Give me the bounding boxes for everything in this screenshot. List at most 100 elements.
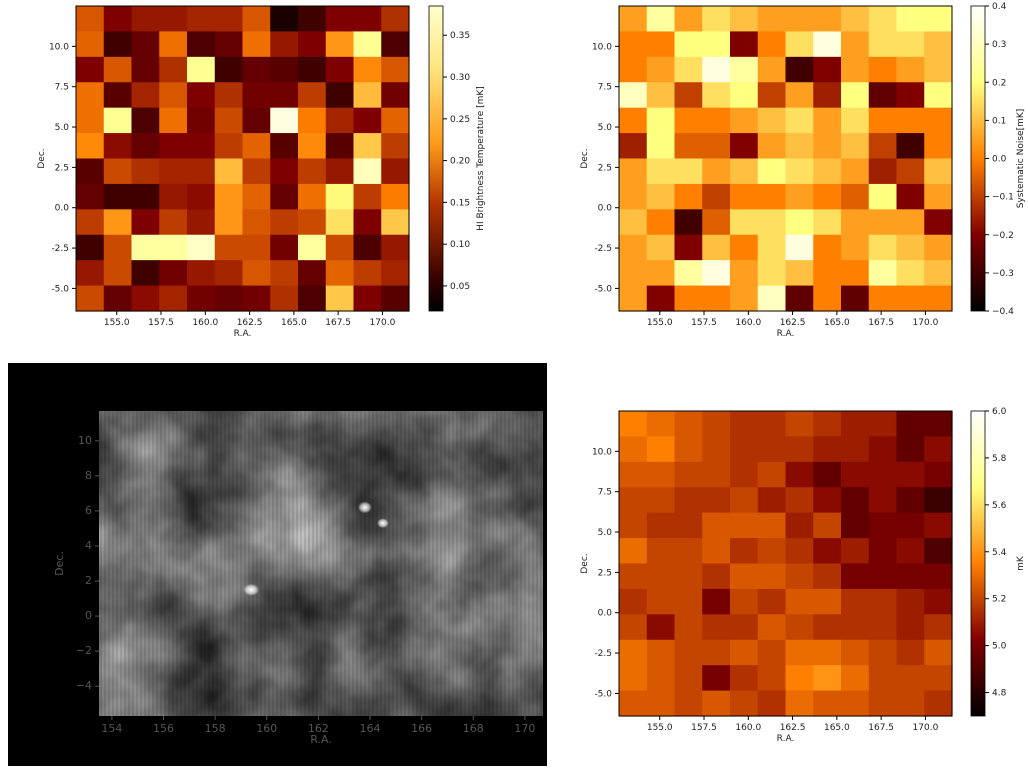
heatmap-cell [702, 512, 731, 539]
heatmap-cell [298, 260, 327, 287]
heatmap-cell [619, 183, 648, 210]
heatmap-cell [785, 538, 814, 565]
heatmap-cell [896, 487, 925, 514]
colorbar-label: HI Brightness Temperature [mK] [476, 86, 486, 231]
colorbar-tick-label: 0.05 [450, 282, 470, 292]
heatmap-cell [757, 6, 787, 33]
x-tick-label: 170.0 [913, 723, 939, 733]
heatmap-cell [813, 82, 842, 109]
heatmap-cell [325, 6, 355, 33]
x-tick-label: 167.5 [325, 318, 351, 328]
heatmap-cell [924, 588, 953, 615]
heatmap-cell [674, 538, 703, 565]
heatmap-cell [381, 107, 410, 134]
heatmap-cell [159, 260, 188, 287]
heatmap-cell [131, 133, 160, 160]
x-tick-label: 155.0 [104, 318, 130, 328]
heatmap-cell [353, 82, 382, 109]
heatmap-cell [730, 639, 759, 666]
colorbar-tick-label: −0.1 [992, 193, 1014, 203]
heatmap-cell [896, 6, 925, 33]
y-tick-label: 10.0 [592, 42, 612, 52]
heatmap-cell [785, 234, 814, 261]
heatmap-cell [896, 260, 925, 287]
heatmap-cell [868, 411, 898, 438]
x-tick-label: 160.0 [735, 318, 761, 328]
heatmap-cell [619, 56, 648, 83]
heatmap-cell [785, 487, 814, 514]
heatmap-cell [242, 133, 271, 160]
y-tick-label: 5.0 [55, 123, 70, 133]
heatmap-cell [131, 158, 160, 185]
heatmap-cell [702, 639, 731, 666]
heatmap-cell [757, 665, 787, 692]
map-stripes [99, 411, 543, 716]
heatmap-cell [242, 82, 271, 109]
heatmap-cell [924, 234, 953, 261]
heatmap-cell [702, 107, 731, 134]
plot-frame [618, 5, 953, 312]
heatmap-cell [353, 56, 382, 83]
heatmap-cell [841, 260, 870, 287]
heatmap-cell [813, 107, 842, 134]
heatmap-cell [896, 107, 925, 134]
y-tick-label: 5.0 [598, 528, 613, 538]
heatmap-cell [619, 665, 648, 692]
heatmap-cell [646, 436, 676, 463]
heatmap-cell [353, 133, 382, 160]
heatmap-cell [924, 461, 953, 488]
heatmap-cell [924, 690, 953, 717]
heatmap-cell [325, 260, 355, 287]
heatmap-cell [131, 285, 160, 312]
heatmap-cell [131, 209, 160, 236]
heatmap-cell [730, 690, 759, 717]
y-tick-label: −2 [76, 644, 92, 657]
colorbar-tick-label: 0.4 [992, 2, 1007, 12]
y-tick-label: 10.0 [49, 42, 69, 52]
heatmap-cell [214, 260, 244, 287]
heatmap-cell [270, 6, 299, 33]
heatmap-cell [896, 133, 925, 160]
heatmap-cell [924, 82, 953, 109]
heatmap-cell [353, 183, 382, 210]
heatmap-cell [896, 588, 925, 615]
y-tick-label: 5.0 [598, 123, 613, 133]
heatmap-cell [757, 107, 787, 134]
heatmap-cell [841, 563, 870, 590]
heatmap-cell [868, 563, 898, 590]
heatmap-cell [757, 639, 787, 666]
heatmap-cell [325, 158, 355, 185]
x-tick-label: 162.5 [780, 723, 806, 733]
heatmap-cell [924, 107, 953, 134]
heatmap-cell [214, 56, 244, 83]
heatmap-cell [702, 82, 731, 109]
y-tick-label: 2.5 [598, 568, 612, 578]
heatmap-cell [896, 56, 925, 83]
heatmap-cell [646, 461, 676, 488]
heatmap-cell [76, 82, 105, 109]
heatmap-cell [757, 285, 787, 312]
heatmap-cell [730, 665, 759, 692]
heatmap-cell [646, 538, 676, 565]
heatmap-cell [270, 209, 299, 236]
heatmap-cell [924, 31, 953, 58]
heatmap-cell [214, 209, 244, 236]
heatmap-cell [896, 614, 925, 641]
y-tick-label: 0 [85, 609, 92, 622]
colorbar-tick-label: 0.3 [992, 40, 1006, 50]
heatmap-cell [353, 234, 382, 261]
heatmap-cell [924, 614, 953, 641]
heatmap-cell [381, 158, 410, 185]
heatmap-cell [841, 665, 870, 692]
heatmap-cell [730, 538, 759, 565]
heatmap-cells [76, 6, 410, 312]
heatmap-cell [868, 614, 898, 641]
heatmap-cell [868, 260, 898, 287]
heatmap-cell [187, 285, 216, 312]
heatmap-cell [325, 82, 355, 109]
heatmap-cell [841, 639, 870, 666]
heatmap-cell [841, 436, 870, 463]
x-axis-label: R.A. [777, 734, 795, 744]
heatmap-cell [646, 614, 676, 641]
heatmap-cell [187, 6, 216, 33]
